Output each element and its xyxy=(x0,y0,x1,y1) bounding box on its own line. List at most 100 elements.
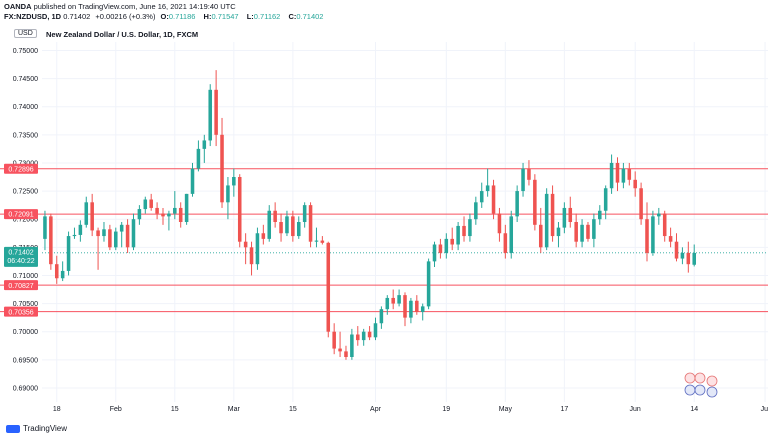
candle-body xyxy=(302,205,307,222)
candle-body xyxy=(72,234,77,237)
x-tick-label: 18 xyxy=(53,406,61,413)
last-price-tag xyxy=(4,246,38,267)
candle-body xyxy=(332,331,336,349)
candle-body xyxy=(320,240,325,243)
candle-body xyxy=(184,193,189,222)
candle-body xyxy=(503,233,508,253)
candle-body xyxy=(226,185,230,203)
candle-body xyxy=(468,219,472,237)
price-change: +0.00216 (+0.3%) xyxy=(95,12,156,21)
candle-body xyxy=(279,222,283,234)
candle-body xyxy=(125,224,130,248)
candle-body xyxy=(432,244,437,262)
candle-body xyxy=(485,185,490,192)
y-tick-label: 0.69000 xyxy=(13,385,38,392)
candle-series xyxy=(43,70,696,360)
candle-body xyxy=(90,202,94,231)
candle-body xyxy=(267,210,272,239)
candle-body xyxy=(308,205,313,242)
candle-body xyxy=(237,177,242,242)
candle-body xyxy=(108,229,112,248)
price-axis: 0.750000.745000.740000.735000.730000.725… xyxy=(13,48,38,393)
candle-body xyxy=(220,134,224,203)
candle-body xyxy=(261,233,266,239)
candle-body xyxy=(173,207,177,214)
candle-body xyxy=(509,216,514,253)
candle-body xyxy=(633,179,637,189)
candle-body xyxy=(615,162,620,183)
candle-body xyxy=(574,222,578,242)
x-tick-label: 19 xyxy=(442,406,450,413)
candle-body xyxy=(66,236,71,271)
x-tick-label: May xyxy=(499,406,513,413)
candle-body xyxy=(96,230,100,237)
candle-body xyxy=(497,213,502,234)
candle-body xyxy=(202,140,207,149)
y-tick-label: 0.71000 xyxy=(13,273,38,280)
candle-body xyxy=(639,188,643,220)
candle-body xyxy=(515,191,519,217)
level-label: 0.70827 xyxy=(8,283,33,290)
symbol-label: FX:NZDUSD, 1D xyxy=(4,12,62,21)
low-value: 0.71162 xyxy=(253,12,281,21)
ohlc-row: FX:NZDUSD, 1D 0.71402 +0.00216 (+0.3%) O… xyxy=(4,12,329,22)
event-flag-icon xyxy=(706,375,718,387)
candle-body xyxy=(521,168,525,192)
candle-body xyxy=(538,224,543,248)
candle-body xyxy=(645,219,649,253)
candle-body xyxy=(438,244,443,253)
y-tick-label: 0.70000 xyxy=(13,329,38,336)
candle-body xyxy=(344,351,348,357)
candle-body xyxy=(167,213,171,217)
candle-body xyxy=(491,185,496,214)
candle-body xyxy=(403,295,407,318)
y-tick-label: 0.75000 xyxy=(13,48,38,55)
brand-name: TradingView xyxy=(23,424,68,433)
y-tick-label: 0.72500 xyxy=(13,189,38,196)
x-tick-label: Jul xyxy=(761,406,768,413)
candle-body xyxy=(361,331,366,341)
candle-body xyxy=(397,295,401,304)
candle-body xyxy=(550,193,555,237)
candle-body xyxy=(527,168,531,180)
close-label: C: xyxy=(288,12,297,21)
candle-body xyxy=(178,207,183,222)
candle-body xyxy=(155,207,159,214)
candle-body xyxy=(662,213,667,237)
candle-body xyxy=(462,225,466,237)
candle-body xyxy=(391,297,395,304)
candle-body xyxy=(49,216,53,265)
candle-body xyxy=(296,222,301,237)
y-tick-label: 0.72000 xyxy=(13,217,38,224)
candle-body xyxy=(60,270,65,279)
chart-title: New Zealand Dollar / U.S. Dollar, 1D, FX… xyxy=(46,30,199,39)
x-tick-label: Mar xyxy=(228,406,241,413)
publish-info: OANDA published on TradingView.com, June… xyxy=(4,2,329,12)
y-tick-label: 0.74500 xyxy=(13,76,38,83)
candle-body xyxy=(556,227,561,237)
candle-body xyxy=(102,229,106,237)
event-flag-icon xyxy=(706,386,718,398)
candle-body xyxy=(214,89,218,135)
candle-body xyxy=(131,219,136,248)
candle-body xyxy=(686,252,691,265)
candle-body xyxy=(208,89,212,141)
candle-body xyxy=(385,297,390,310)
candle-body xyxy=(668,236,673,242)
candle-body xyxy=(444,238,449,253)
candle-body xyxy=(598,210,602,220)
candle-body xyxy=(426,261,431,307)
candle-body xyxy=(379,309,384,324)
candle-body xyxy=(43,216,47,239)
candle-body xyxy=(580,224,584,242)
candle-body xyxy=(621,168,626,183)
candle-body xyxy=(114,231,118,248)
price-level-labels: 0.72896 0.72091 0.70827 0.70356 0.71402 06:40… xyxy=(4,163,38,317)
candle-body xyxy=(356,334,360,341)
candle-body xyxy=(367,331,372,338)
candle-body xyxy=(651,216,655,253)
x-tick-label: 15 xyxy=(289,406,297,413)
candle-body xyxy=(291,216,295,237)
candle-body xyxy=(84,202,89,225)
